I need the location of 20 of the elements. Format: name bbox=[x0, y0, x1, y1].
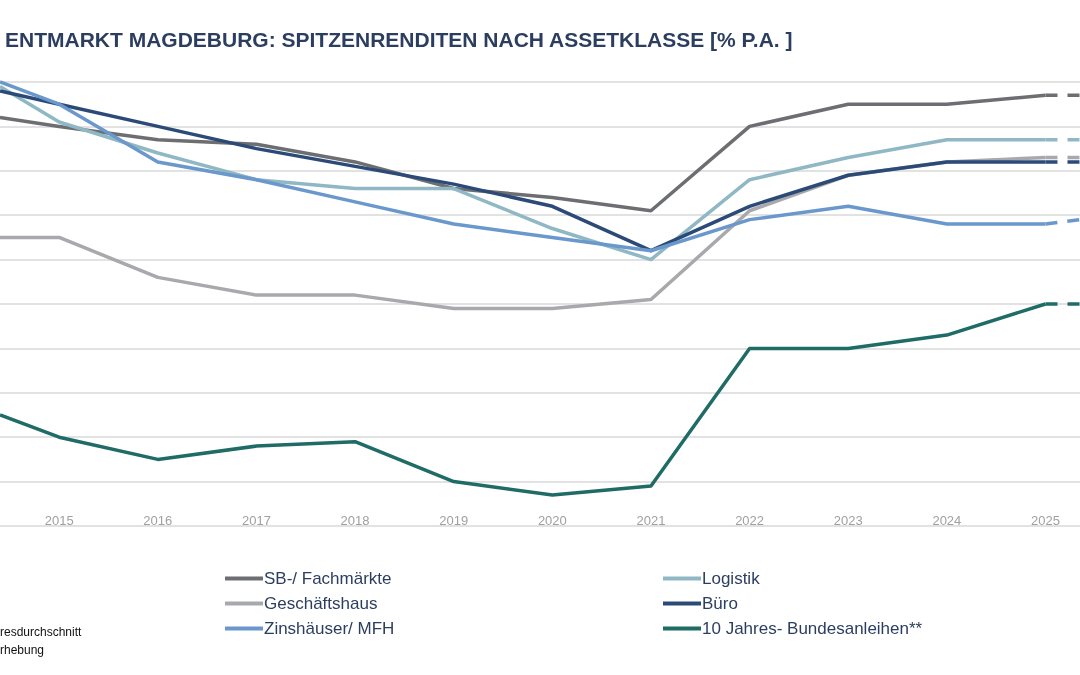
x-tick-label: 2020 bbox=[537, 513, 567, 528]
x-tick-label: 2018 bbox=[340, 513, 370, 528]
text: rhebung bbox=[0, 643, 45, 657]
x-tick-label: 2019 bbox=[439, 513, 469, 528]
legend-label: 10 Jahres- Bundesanleihen** bbox=[702, 619, 923, 638]
text: resdurchschnitt bbox=[0, 625, 83, 639]
x-tick-label: 2023 bbox=[833, 513, 863, 528]
legend-label: Logistik bbox=[702, 569, 761, 588]
legend-label: Büro bbox=[702, 594, 738, 613]
x-tick-label: 2017 bbox=[241, 513, 271, 528]
x-tick-label: 2021 bbox=[636, 513, 666, 528]
legend-label: Zinshäuser/ MFH bbox=[264, 619, 395, 638]
x-tick-label: 2022 bbox=[735, 513, 765, 528]
x-tick-label: 2024 bbox=[932, 513, 962, 528]
x-tick-label: 2025 bbox=[1031, 513, 1060, 528]
legend-label: Geschäftshaus bbox=[264, 594, 378, 613]
x-tick-label: 2016 bbox=[143, 513, 173, 528]
x-tick-label: 2015 bbox=[44, 513, 74, 528]
legend-label: SB-/ Fachmärkte bbox=[264, 569, 392, 588]
chart-title: ENTMARKT MAGDEBURG: SPITZENRENDITEN NACH ASSETKLASSE [% P.A. ] bbox=[5, 28, 793, 51]
